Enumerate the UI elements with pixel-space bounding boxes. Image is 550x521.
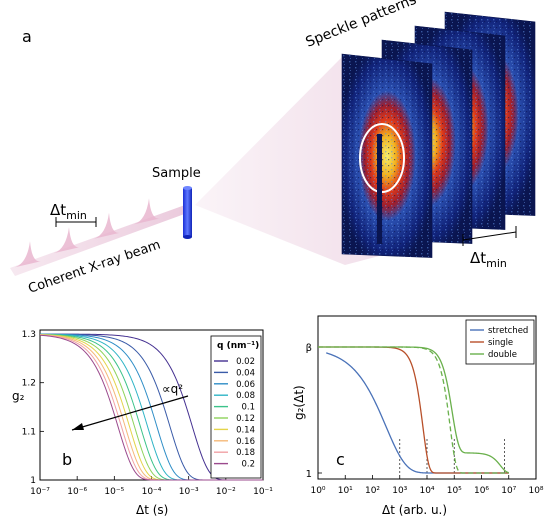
beamstop <box>377 134 382 244</box>
x-tick-label: 10⁻⁶ <box>67 487 87 497</box>
x-tick-label: 10⁰ <box>310 486 325 496</box>
x-tick-label: 10⁴ <box>419 486 434 496</box>
beam-pulses <box>15 198 160 268</box>
legend-label: 0.2 <box>241 460 255 470</box>
x-tick-label: 10³ <box>392 486 407 496</box>
y-tick-label: 1.1 <box>22 427 36 437</box>
series-line <box>318 346 509 474</box>
panel-a-label: a <box>22 27 32 46</box>
plot-b-panel-label: b <box>62 450 72 469</box>
plot-c-legend-items: stretched single double <box>470 326 528 360</box>
plot-c-curves <box>318 346 509 474</box>
x-tick-label: 10⁵ <box>447 486 462 496</box>
y-tick-label: 1.3 <box>22 330 36 340</box>
panel-a: a Speckle patterns Sample Δtmin Coherent… <box>10 0 536 297</box>
legend-label: 0.12 <box>236 414 255 424</box>
y-tick-label: 1 <box>306 469 312 480</box>
x-tick-label: 10¹ <box>338 486 353 496</box>
plot-b-legend-title: q (nm⁻¹) <box>217 341 259 351</box>
y-tick-label: β <box>306 343 312 354</box>
legend-label: 0.18 <box>236 448 255 458</box>
series-line <box>318 346 509 474</box>
sample-label: Sample <box>152 166 201 181</box>
legend-label: 0.16 <box>236 437 255 447</box>
x-tick-label: 10⁸ <box>528 486 543 496</box>
series-line <box>39 334 263 481</box>
dtmin-right-label: Δtmin <box>470 249 507 270</box>
x-tick-label: 10⁻⁴ <box>142 487 162 497</box>
legend-label: 0.04 <box>236 368 255 378</box>
panel-c: 10⁰ 10¹ 10² 10³ 10⁴ 10⁵ 10⁶ 10⁷ 10⁸ 1 β g₂(Δt) Δt … <box>292 315 544 517</box>
panel-b: 10⁻⁷ 10⁻⁶ 10⁻⁵ 10⁻⁴ 10⁻³ 10⁻² 10⁻¹ 1 1.1 1.2 1.3 g… <box>12 329 274 517</box>
legend-label: 0.08 <box>236 391 255 401</box>
plot-b-ticks: 10⁻⁷ 10⁻⁶ 10⁻⁵ 10⁻⁴ 10⁻³ 10⁻² 10⁻¹ 1 1.1 1.2 1.3 <box>22 330 274 497</box>
pulse <box>94 212 120 239</box>
plot-b-curves <box>39 333 263 481</box>
x-tick-label: 10⁻² <box>216 487 236 497</box>
q-annotation: ∝q² <box>162 382 183 396</box>
plot-c-ticks: 10⁰ 10¹ 10² 10³ 10⁴ 10⁵ 10⁶ 10⁷ 10⁸ 1 β <box>306 343 544 496</box>
q-arrow <box>71 395 189 431</box>
legend-label: 0.14 <box>236 425 255 435</box>
y-tick-label: 1.2 <box>22 379 36 389</box>
legend-label: 0.1 <box>241 403 255 413</box>
speckle-frames <box>341 11 536 258</box>
plot-c-ylabel: g₂(Δt) <box>292 385 306 420</box>
plot-c-panel-label: c <box>336 450 345 469</box>
dtmin-right-bracket <box>462 231 517 241</box>
x-tick-label: 10⁻¹ <box>253 487 273 497</box>
legend-label: single <box>488 338 513 348</box>
legend-label: 0.06 <box>236 380 255 390</box>
q-arrow-head <box>72 423 84 430</box>
plot-c-xlabel: Δt (arb. u.) <box>382 503 447 517</box>
xray-beam <box>10 205 190 276</box>
x-tick-label: 10⁷ <box>501 486 516 496</box>
x-tick-label: 10⁶ <box>474 486 489 496</box>
legend-label: double <box>488 350 517 360</box>
x-tick-label: 10² <box>365 486 380 496</box>
x-tick-label: 10⁻³ <box>179 487 199 497</box>
pulse <box>54 227 80 254</box>
x-tick-label: 10⁻⁵ <box>104 487 124 497</box>
dtmin-left-label: Δtmin <box>50 201 87 222</box>
y-tick-label: 1 <box>30 476 36 486</box>
plot-b-ylabel: g₂ <box>12 389 25 403</box>
speckle-noise <box>342 54 432 258</box>
legend-label: stretched <box>488 326 528 336</box>
sample-cylinder <box>183 186 192 239</box>
plot-b-legend-items: 0.020.04 0.060.08 0.10.120.14 0.160.18 0.2 <box>214 357 255 470</box>
plot-b-xlabel: Δt (s) <box>136 503 168 517</box>
x-tick-label: 10⁻⁷ <box>30 487 50 497</box>
pulse <box>134 198 160 225</box>
series-line <box>326 352 509 474</box>
pulse <box>15 241 41 268</box>
legend-label: 0.02 <box>236 357 255 367</box>
